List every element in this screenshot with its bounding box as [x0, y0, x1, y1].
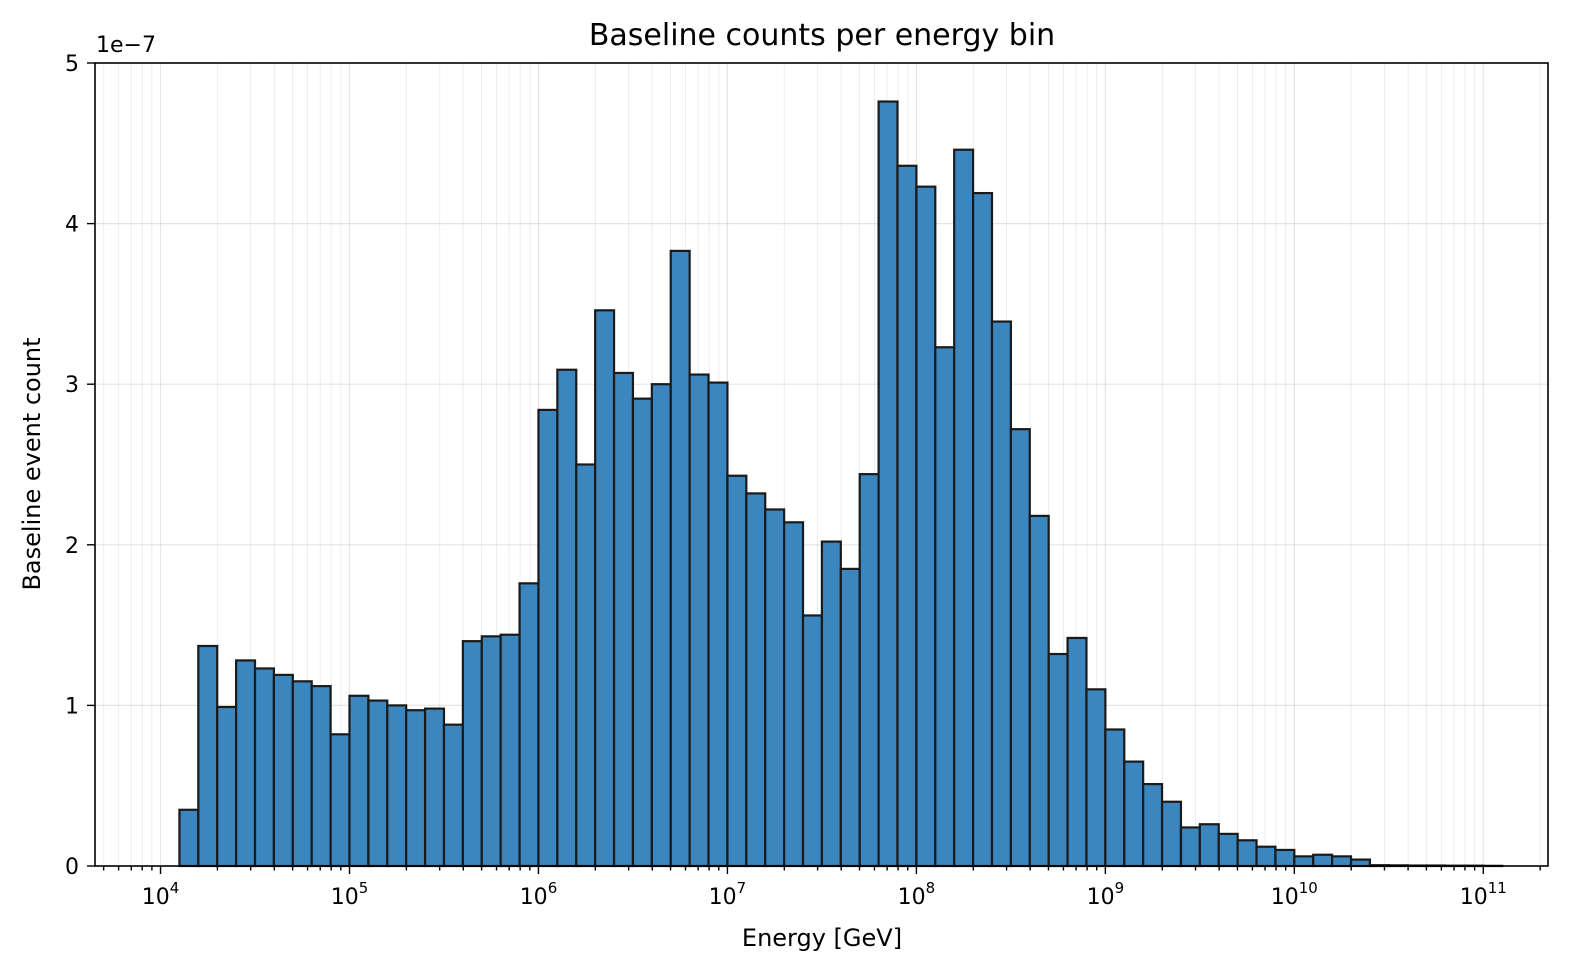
histogram-bar: [1028, 514, 1050, 868]
histogram-bar: [1142, 782, 1164, 868]
histogram-bar: [480, 635, 502, 868]
y-tick-label: 4: [65, 213, 79, 238]
histogram-bar: [178, 808, 200, 868]
histogram-bar: [499, 633, 521, 868]
x-tick-label: 1010: [1271, 879, 1318, 910]
histogram-bar: [1236, 839, 1258, 868]
y-offset-label: 1e−7: [96, 33, 156, 58]
histogram-bar: [556, 368, 578, 868]
histogram-bar: [1123, 760, 1145, 868]
histogram-bar: [1293, 855, 1315, 868]
y-tick-label: 1: [65, 694, 79, 719]
histogram-bar: [726, 474, 748, 868]
histogram-bar: [764, 508, 786, 868]
histogram-bar: [1217, 832, 1239, 868]
histogram-bar: [197, 644, 219, 868]
plot-frame: [94, 62, 1549, 867]
histogram-bar: [1085, 688, 1107, 868]
histogram-bar: [650, 383, 672, 868]
histogram-bar: [877, 100, 899, 868]
histogram-bar: [745, 492, 767, 868]
histogram-bar: [1104, 728, 1126, 868]
histogram-bar: [896, 164, 918, 868]
y-tick-label: 3: [65, 373, 79, 398]
histogram-bar: [405, 709, 427, 868]
histogram-bar: [386, 704, 408, 868]
histogram-bar: [707, 381, 729, 868]
histogram-bar: [1179, 826, 1201, 868]
histogram-bar: [1349, 858, 1372, 868]
y-tick-label: 5: [65, 52, 79, 77]
histogram-bar: [442, 723, 464, 868]
histogram-bar: [1009, 428, 1031, 868]
axis-ticks: 0 1 2 3 4 5 104 105 106 107 108 109 1010 1011: [65, 52, 1541, 910]
histogram-bar: [858, 473, 880, 868]
histogram-bar: [291, 680, 313, 868]
histogram-bar: [348, 694, 370, 868]
histogram-bar: [688, 373, 710, 868]
histogram-bar: [310, 685, 332, 868]
histogram-bar: [1331, 855, 1353, 868]
histogram-bar: [272, 673, 294, 868]
histogram-bar: [253, 667, 276, 868]
x-tick-label: 109: [1087, 879, 1125, 910]
histogram-bar: [612, 371, 635, 868]
histogram-bar: [1066, 636, 1088, 868]
x-tick-label: 1011: [1460, 879, 1507, 910]
histogram-bar: [1047, 652, 1069, 868]
x-axis-label: Energy [GeV]: [742, 924, 902, 952]
histogram-bar: [537, 408, 559, 868]
histogram-bar: [915, 185, 937, 868]
histogram-bar: [461, 640, 483, 868]
histogram-bar: [1255, 845, 1277, 868]
histogram-bar: [594, 309, 616, 868]
histogram-bar: [1160, 800, 1183, 868]
histogram-bar: [1274, 848, 1296, 868]
histogram-bar: [518, 582, 540, 868]
histogram-bar: [1312, 853, 1334, 868]
histogram-bar: [820, 540, 842, 868]
histogram-bar: [801, 614, 824, 868]
histogram-bar: [839, 567, 861, 868]
histogram-bar: [953, 148, 975, 868]
histogram-bar: [216, 705, 238, 868]
histogram-bar: [235, 659, 257, 868]
histogram-bar: [669, 249, 691, 868]
histogram-bar: [990, 320, 1012, 868]
x-tick-label: 108: [898, 879, 936, 910]
histogram-bar: [1198, 823, 1220, 868]
y-axis-label: Baseline event count: [18, 337, 46, 590]
histogram-bar: [329, 733, 351, 868]
x-tick-label: 106: [520, 879, 558, 910]
chart-title: Baseline counts per energy bin: [589, 18, 1055, 53]
histogram-bar: [783, 521, 805, 868]
y-tick-label: 2: [65, 534, 79, 559]
histogram-bar: [934, 346, 956, 868]
x-tick-label: 107: [709, 879, 747, 910]
x-tick-label: 105: [331, 879, 369, 910]
histogram-bar: [575, 463, 597, 868]
histogram-bar: [971, 191, 994, 868]
y-tick-label: 0: [65, 855, 79, 880]
histogram-bar: [423, 707, 446, 868]
x-tick-label: 104: [142, 879, 180, 910]
histogram-bar: [367, 699, 389, 868]
histogram-bar: [631, 397, 653, 868]
